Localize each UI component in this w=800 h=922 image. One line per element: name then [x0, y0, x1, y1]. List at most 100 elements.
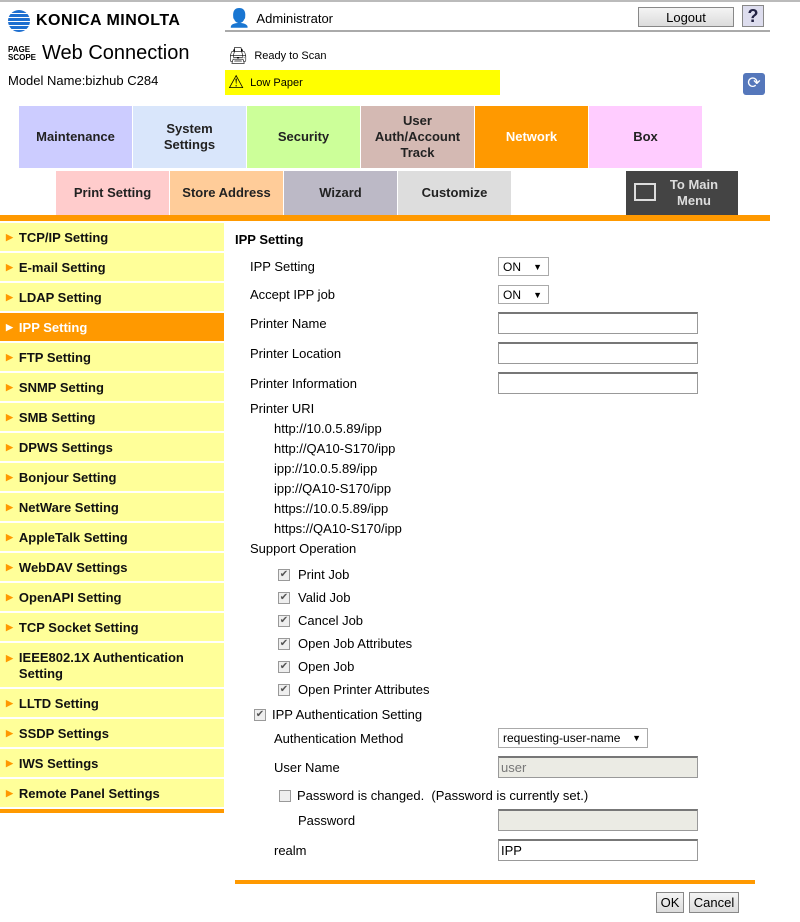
- password-input[interactable]: [498, 809, 698, 831]
- tab-box[interactable]: Box: [589, 106, 702, 168]
- printer-information-input[interactable]: [498, 372, 698, 394]
- operation-row-print-job: ✔ Print Job: [278, 563, 430, 586]
- cancel-button[interactable]: Cancel: [689, 892, 739, 913]
- arrow-right-icon: ▶: [6, 501, 13, 512]
- ipp-auth-setting-checkbox[interactable]: ✔: [254, 708, 266, 721]
- arrow-right-icon: ▶: [6, 321, 13, 332]
- operation-row-cancel-job: ✔ Cancel Job: [278, 609, 430, 632]
- sidebar-bottom-bar: [0, 809, 224, 813]
- tab-wizard[interactable]: Wizard: [284, 171, 397, 215]
- arrow-right-icon: ▶: [6, 261, 13, 272]
- ipp-setting-value: ON: [503, 259, 521, 274]
- ok-button[interactable]: OK: [656, 892, 684, 913]
- sidebar-item-lltd-setting[interactable]: ▶ LLTD Setting: [0, 689, 224, 717]
- help-icon[interactable]: ?: [742, 5, 764, 27]
- operation-checkbox[interactable]: ✔: [278, 637, 290, 650]
- printer-uri: http://QA10-S170/ipp: [274, 441, 396, 456]
- sidebar-item-ftp-setting[interactable]: ▶ FTP Setting: [0, 343, 224, 371]
- sidebar-item-openapi-setting[interactable]: ▶ OpenAPI Setting: [0, 583, 224, 611]
- top-border: [0, 0, 800, 2]
- operation-checkbox[interactable]: ✔: [278, 568, 290, 581]
- sidebar-item-label: TCP Socket Setting: [18, 619, 139, 635]
- refresh-icon[interactable]: ⟳: [743, 73, 765, 95]
- ipp-setting-select[interactable]: ON ▼: [498, 257, 549, 276]
- logout-button[interactable]: Logout: [638, 7, 734, 27]
- printer-name-input[interactable]: [498, 312, 698, 334]
- product-name: Web Connection: [42, 42, 190, 64]
- sidebar-item-ipp-setting[interactable]: ▶ IPP Setting: [0, 313, 224, 341]
- sidebar-item-remote-panel-settings[interactable]: ▶ Remote Panel Settings: [0, 779, 224, 807]
- accept-ipp-job-select[interactable]: ON ▼: [498, 285, 549, 304]
- arrow-right-icon: ▶: [6, 727, 13, 738]
- bottom-divider: [235, 880, 755, 884]
- sidebar-item-smb-setting[interactable]: ▶ SMB Setting: [0, 403, 224, 431]
- user-info: 👤 Administrator: [228, 8, 333, 29]
- tab-customize[interactable]: Customize: [398, 171, 511, 215]
- user-name-input[interactable]: user: [498, 756, 698, 778]
- printer-uri: https://QA10-S170/ipp: [274, 521, 402, 536]
- arrow-right-icon: ▶: [6, 531, 13, 542]
- sidebar-item-snmp-setting[interactable]: ▶ SNMP Setting: [0, 373, 224, 401]
- arrow-right-icon: ▶: [6, 653, 13, 663]
- sidebar-item-bonjour-setting[interactable]: ▶ Bonjour Setting: [0, 463, 224, 491]
- operation-checkbox[interactable]: ✔: [278, 591, 290, 604]
- sidebar-item-dpws-settings[interactable]: ▶ DPWS Settings: [0, 433, 224, 461]
- model-name: Model Name:bizhub C284: [8, 73, 159, 88]
- printer-uri: ipp://QA10-S170/ipp: [274, 481, 392, 496]
- to-main-menu-button[interactable]: To Main Menu: [626, 171, 738, 215]
- password-changed-checkbox[interactable]: [279, 789, 291, 802]
- sidebar-item-netware-setting[interactable]: ▶ NetWare Setting: [0, 493, 224, 521]
- operation-label: Open Job: [298, 659, 355, 674]
- operation-row-valid-job: ✔ Valid Job: [278, 586, 430, 609]
- ipp-auth-setting-label: IPP Authentication Setting: [272, 707, 423, 722]
- warning-text: Low Paper: [250, 76, 303, 89]
- arrow-right-icon: ▶: [6, 591, 13, 602]
- operation-checkbox[interactable]: ✔: [278, 660, 290, 673]
- page-title: IPP Setting: [235, 232, 304, 247]
- sidebar-item-tcp-ip-setting[interactable]: ▶ TCP/IP Setting: [0, 223, 224, 251]
- sidebar-item-ldap-setting[interactable]: ▶ LDAP Setting: [0, 283, 224, 311]
- sidebar-item-tcp-socket-setting[interactable]: ▶ TCP Socket Setting: [0, 613, 224, 641]
- sidebar-item-appletalk-setting[interactable]: ▶ AppleTalk Setting: [0, 523, 224, 551]
- printer-uri: ipp://10.0.5.89/ipp: [274, 461, 378, 476]
- auth-method-select[interactable]: requesting-user-name ▼: [498, 728, 648, 748]
- sidebar-item-label: OpenAPI Setting: [18, 589, 122, 605]
- arrow-right-icon: ▶: [6, 441, 13, 452]
- sidebar-item-label: WebDAV Settings: [18, 559, 128, 575]
- tab-security[interactable]: Security: [247, 106, 360, 168]
- sidebar-item-e-mail-setting[interactable]: ▶ E-mail Setting: [0, 253, 224, 281]
- scanner-icon: 🖨: [228, 48, 249, 65]
- accept-ipp-job-value: ON: [503, 287, 521, 302]
- sidebar-item-label: IPP Setting: [18, 319, 88, 335]
- sidebar-item-ssdp-settings[interactable]: ▶ SSDP Settings: [0, 719, 224, 747]
- arrow-right-icon: ▶: [6, 621, 13, 632]
- arrow-right-icon: ▶: [6, 561, 13, 572]
- arrow-right-icon: ▶: [6, 757, 13, 768]
- operation-label: Cancel Job: [298, 613, 364, 628]
- printer-uri: https://10.0.5.89/ipp: [274, 501, 389, 516]
- password-label: Password: [298, 813, 356, 828]
- tab-print-setting[interactable]: Print Setting: [56, 171, 169, 215]
- sidebar-item-webdav-settings[interactable]: ▶ WebDAV Settings: [0, 553, 224, 581]
- warning-status: ⚠ Low Paper: [225, 70, 500, 95]
- tab-user-auth-account-track[interactable]: User Auth/Account Track: [361, 106, 474, 168]
- tab-network[interactable]: Network: [475, 106, 588, 168]
- tab-system-settings[interactable]: System Settings: [133, 106, 246, 168]
- sidebar-item-ieee802-1x-authentication-setting[interactable]: ▶ IEEE802.1X Authentication Setting: [0, 643, 224, 687]
- operation-label: Valid Job: [298, 590, 351, 605]
- operation-checkbox[interactable]: ✔: [278, 683, 290, 696]
- sidebar-item-label: IEEE802.1X Authentication Setting: [18, 650, 184, 681]
- operation-row-open-job-attributes: ✔ Open Job Attributes: [278, 632, 430, 655]
- printer-location-input[interactable]: [498, 342, 698, 364]
- password-changed-label: Password is changed. (Password is curren…: [297, 788, 589, 803]
- arrow-right-icon: ▶: [6, 381, 13, 392]
- realm-input[interactable]: IPP: [498, 839, 698, 861]
- tab-store-address[interactable]: Store Address: [170, 171, 283, 215]
- operation-checkbox[interactable]: ✔: [278, 614, 290, 627]
- arrow-right-icon: ▶: [6, 411, 13, 422]
- sidebar-item-iws-settings[interactable]: ▶ IWS Settings: [0, 749, 224, 777]
- tab-maintenance[interactable]: Maintenance: [19, 106, 132, 168]
- divider: [225, 30, 770, 32]
- administrator-icon: 👤: [228, 8, 251, 28]
- dropdown-arrow-icon: ▼: [632, 733, 641, 743]
